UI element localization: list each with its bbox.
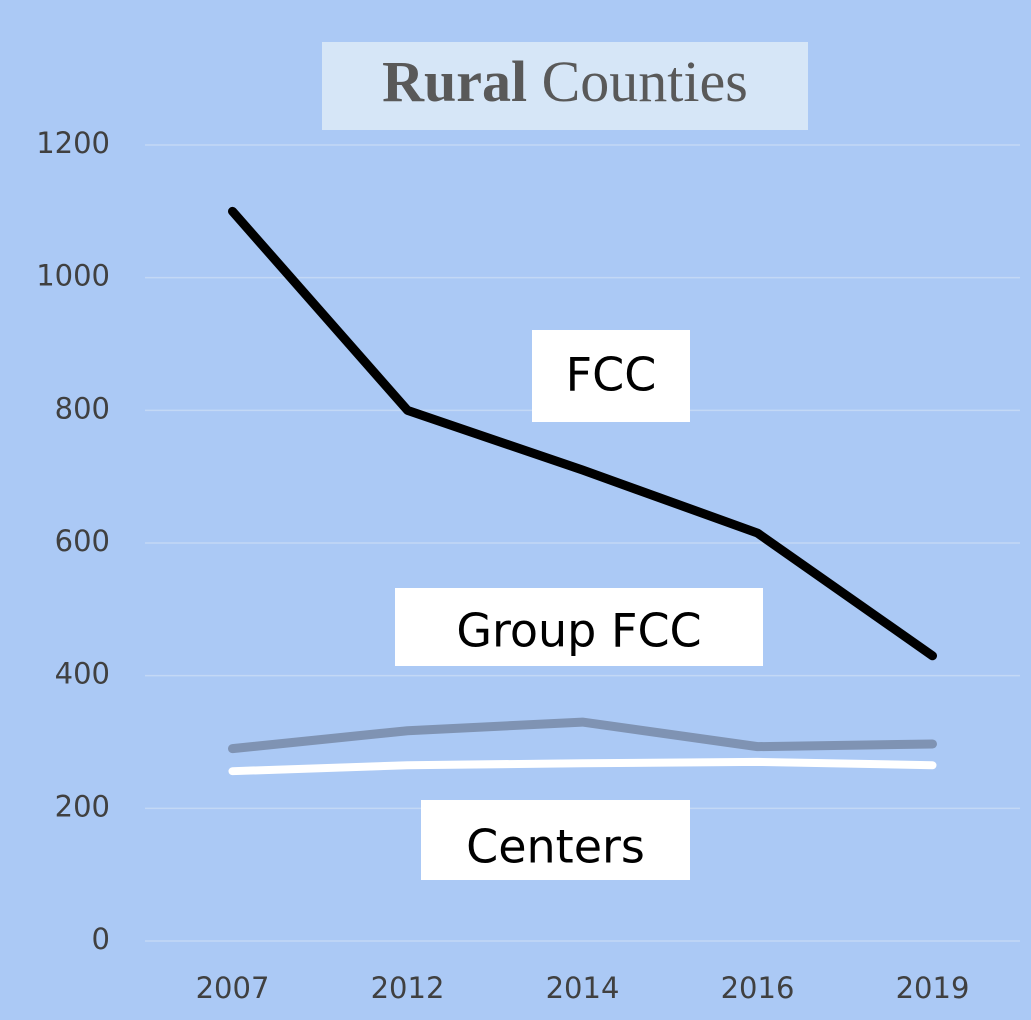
y-tick-label: 400: [55, 657, 110, 691]
y-tick-label: 1200: [36, 126, 110, 160]
x-tick-label: 2016: [721, 971, 795, 1005]
x-tick-label: 2012: [371, 971, 445, 1005]
series-label-box: [532, 330, 690, 422]
series-label: FCC: [566, 348, 657, 402]
series-line: [228, 206, 937, 661]
title-box: [322, 42, 808, 130]
series-label-box: [395, 588, 763, 666]
series-label: Group FCC: [456, 604, 701, 658]
series-label: Centers: [466, 820, 645, 874]
x-tick-label: 2019: [896, 971, 970, 1005]
series-line: [228, 757, 937, 776]
y-tick-label: 200: [55, 789, 110, 823]
series-line: [228, 717, 937, 754]
y-tick-label: 600: [55, 524, 110, 558]
title-bold: Rural: [382, 49, 527, 114]
y-tick-label: 1000: [36, 259, 110, 293]
y-tick-label: 0: [92, 922, 110, 956]
x-tick-label: 2007: [196, 971, 270, 1005]
x-tick-label: 2014: [546, 971, 620, 1005]
y-tick-label: 800: [55, 391, 110, 425]
chart-title: Rural Counties: [382, 49, 748, 114]
series-label-box: [421, 800, 690, 880]
title-rest: Counties: [542, 49, 748, 114]
